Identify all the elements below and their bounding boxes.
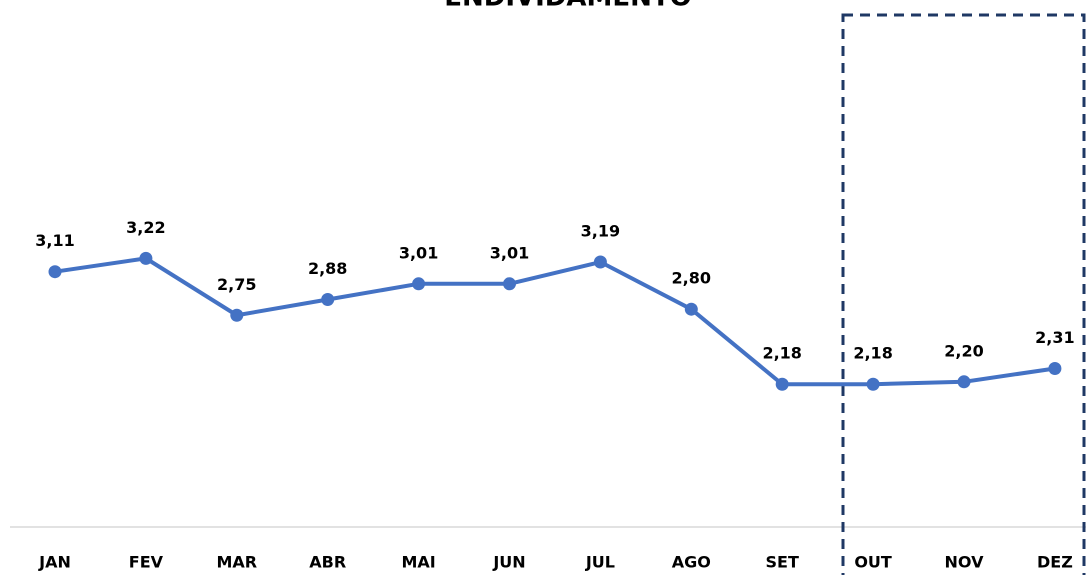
data-label: 2,75 — [217, 275, 256, 294]
data-label: 2,18 — [762, 344, 801, 363]
x-tick-label: JUL — [585, 553, 615, 572]
x-tick-label: AGO — [672, 553, 711, 572]
data-label: 3,11 — [35, 231, 74, 250]
marker — [593, 255, 607, 269]
data-label: 3,19 — [581, 222, 620, 241]
data-label: 2,31 — [1035, 328, 1074, 347]
marker — [957, 375, 971, 389]
chart-title: ENDIVIDAMENTO — [444, 0, 692, 13]
marker — [775, 377, 789, 391]
marker — [139, 251, 153, 265]
x-tick-label: JAN — [38, 553, 71, 572]
marker — [866, 377, 880, 391]
marker — [321, 293, 335, 307]
data-label: 3,01 — [490, 243, 529, 262]
marker — [412, 277, 426, 291]
data-label: 2,88 — [308, 259, 347, 278]
marker — [503, 277, 516, 291]
x-tick-label: MAI — [401, 553, 435, 572]
marker — [1048, 361, 1062, 375]
x-tick-label: FEV — [129, 553, 164, 572]
x-tick-label: JUN — [492, 553, 525, 572]
data-label: 3,22 — [126, 218, 165, 237]
x-tick-label: SET — [766, 553, 799, 572]
line — [54, 256, 1056, 387]
data-label: 3,01 — [399, 243, 438, 262]
marker — [48, 265, 62, 279]
data-label: 2,80 — [672, 269, 711, 288]
x-tick-label: MAR — [216, 553, 257, 572]
marker — [684, 302, 698, 316]
x-tick-label: OUT — [854, 553, 892, 572]
highlight-box — [841, 13, 1086, 575]
data-label: 2,20 — [944, 341, 983, 360]
x-tick-label: DEZ — [1037, 553, 1073, 572]
marker — [230, 308, 244, 322]
x-tick-label: NOV — [945, 553, 985, 572]
x-tick-label: ABR — [309, 553, 346, 572]
data-label: 2,18 — [853, 344, 892, 363]
